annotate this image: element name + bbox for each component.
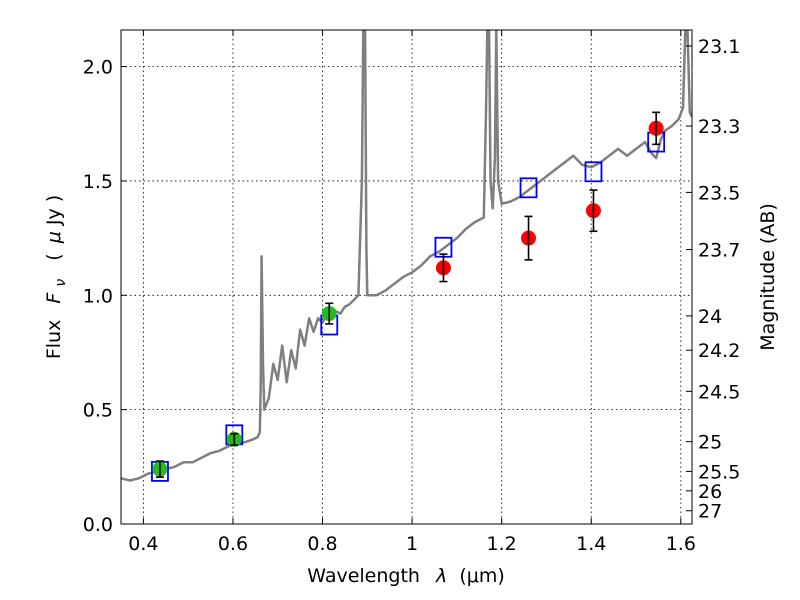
y-tick-label: 2.0 xyxy=(83,57,113,79)
y-axis-label-subscript: ν xyxy=(53,279,69,287)
x-tick-label: 0.8 xyxy=(307,533,337,555)
ticks: 0.4 0.6 0.8 1 1.2 1.4 1.6 0.0 0.5 1.0 1.5 2.0 23.1 23… xyxy=(83,30,740,555)
y-tick-label: 1.0 xyxy=(83,285,113,307)
x-axis-label-symbol: λ xyxy=(435,565,447,587)
magnitude-tick-label: 26 xyxy=(698,481,722,503)
y-tick-label: 1.5 xyxy=(83,171,113,193)
y-axis-label-unit-rest: Jy ) xyxy=(43,195,65,226)
magnitude-tick-label: 23.7 xyxy=(698,240,740,262)
magnitude-tick-label: 25.5 xyxy=(698,461,740,483)
magnitude-tick-label: 23.1 xyxy=(698,36,740,58)
plot-frame xyxy=(120,29,693,525)
y-axis-label: Flux F ν ( μ Jy ) xyxy=(43,195,70,359)
magnitude-tick-label: 25 xyxy=(698,432,722,454)
magnitude-tick-label: 24 xyxy=(698,306,722,328)
y-axis-label-unit-open: ( xyxy=(43,253,65,260)
y-tick-label: 0.0 xyxy=(83,514,113,536)
x-tick-label: 0.6 xyxy=(218,533,248,555)
x-tick-label: 1.6 xyxy=(666,533,696,555)
plot-background xyxy=(121,30,692,524)
model-photometry-square xyxy=(519,177,538,199)
marker-layer xyxy=(151,111,666,482)
model-photometry-square xyxy=(584,161,603,183)
x-tick-label: 1 xyxy=(406,533,418,555)
y2-axis-label: Magnitude (AB) xyxy=(757,203,779,351)
magnitude-tick-label: 23.3 xyxy=(698,116,740,138)
x-axis-label-text: Wavelength xyxy=(307,565,420,587)
x-tick-label: 1.4 xyxy=(576,533,606,555)
x-tick-label: 0.4 xyxy=(128,533,158,555)
y-tick-label: 0.5 xyxy=(83,400,113,422)
x-axis-label: Wavelength λ (μm) xyxy=(307,565,504,587)
y-axis-label-text: Flux xyxy=(43,320,65,360)
magnitude-tick-label: 24.2 xyxy=(698,340,740,362)
y-axis-label-symbol: F xyxy=(43,292,65,304)
y-axis-label-unit-mu: μ xyxy=(43,231,65,244)
magnitude-tick-label: 24.5 xyxy=(698,381,740,403)
x-tick-label: 1.2 xyxy=(487,533,517,555)
magnitude-tick-label: 23.5 xyxy=(698,182,740,204)
x-axis-label-unit: (μm) xyxy=(459,565,504,587)
magnitude-tick-label: 27 xyxy=(698,501,722,523)
